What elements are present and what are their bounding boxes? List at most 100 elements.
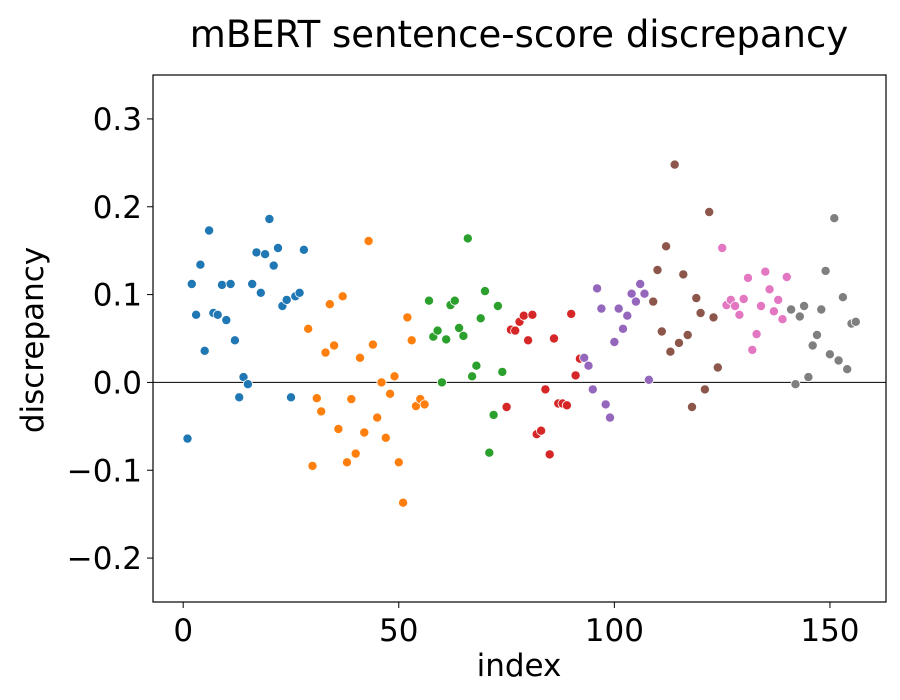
- data-point: [234, 392, 245, 403]
- data-point: [523, 335, 534, 346]
- data-point: [225, 278, 236, 289]
- data-point: [436, 377, 447, 388]
- x-tick-label: 50: [379, 613, 418, 649]
- data-point: [398, 497, 409, 508]
- data-point: [216, 279, 227, 290]
- data-point: [242, 379, 253, 390]
- data-point: [665, 346, 676, 357]
- data-points: [182, 159, 861, 508]
- data-point: [768, 306, 779, 317]
- data-point: [454, 322, 465, 333]
- data-point: [479, 286, 490, 297]
- data-point: [605, 412, 616, 423]
- data-point: [527, 309, 538, 320]
- data-point: [842, 364, 853, 375]
- data-point: [182, 433, 193, 444]
- data-point: [587, 384, 598, 395]
- data-point: [699, 384, 710, 395]
- data-point: [432, 325, 443, 336]
- data-point: [837, 292, 848, 303]
- data-point: [570, 370, 581, 381]
- x-tick-label: 100: [585, 613, 644, 649]
- data-point: [346, 394, 357, 405]
- data-point: [648, 296, 659, 307]
- data-point: [751, 329, 762, 340]
- data-point: [492, 300, 503, 311]
- data-point: [255, 287, 266, 298]
- data-point: [238, 372, 249, 383]
- data-point: [678, 269, 689, 280]
- data-point: [734, 309, 745, 320]
- data-point: [682, 329, 693, 340]
- data-point: [488, 409, 499, 420]
- axis-ticks: 0 50 100 150 −0.2 −0.1 0.0 0.1 0.2 0.3: [67, 102, 860, 649]
- y-tick-label: −0.1: [67, 453, 142, 489]
- data-point: [747, 344, 758, 355]
- data-point: [708, 312, 719, 323]
- data-point: [264, 213, 275, 224]
- data-point: [285, 392, 296, 403]
- data-point: [272, 242, 283, 253]
- data-point: [630, 296, 641, 307]
- data-point: [738, 293, 749, 304]
- data-point: [281, 294, 292, 305]
- data-point: [268, 260, 279, 271]
- data-point: [635, 278, 646, 289]
- data-point: [717, 242, 728, 253]
- data-point: [777, 314, 788, 325]
- data-point: [316, 406, 327, 417]
- data-point: [307, 460, 318, 471]
- data-point: [829, 213, 840, 224]
- data-point: [850, 316, 861, 327]
- data-point: [807, 340, 818, 351]
- data-point: [820, 265, 831, 276]
- data-point: [691, 293, 702, 304]
- data-point: [799, 300, 810, 311]
- data-point: [212, 309, 223, 320]
- data-point: [380, 432, 391, 443]
- data-point: [247, 278, 258, 289]
- data-point: [609, 336, 620, 347]
- data-point: [341, 457, 352, 468]
- data-point: [561, 400, 572, 411]
- data-point: [350, 448, 361, 459]
- data-point: [730, 300, 741, 311]
- data-point: [441, 334, 452, 345]
- data-point: [592, 283, 603, 294]
- data-point: [536, 425, 547, 436]
- data-point: [786, 304, 797, 315]
- y-tick-label: 0.3: [93, 102, 142, 138]
- data-point: [712, 362, 723, 373]
- data-point: [773, 294, 784, 305]
- data-point: [544, 449, 555, 460]
- data-point: [781, 271, 792, 282]
- data-point: [471, 360, 482, 371]
- data-point: [639, 288, 650, 299]
- data-point: [626, 288, 637, 299]
- data-point: [687, 401, 698, 412]
- data-point: [294, 287, 305, 298]
- data-point: [497, 366, 508, 377]
- data-point: [359, 427, 370, 438]
- data-point: [652, 264, 663, 275]
- data-point: [449, 295, 460, 306]
- data-point: [389, 371, 400, 382]
- data-point: [475, 313, 486, 324]
- data-point: [337, 291, 348, 302]
- data-point: [372, 412, 383, 423]
- y-tick-label: 0.2: [93, 190, 142, 226]
- x-axis-title: index: [477, 648, 562, 684]
- data-point: [803, 372, 814, 383]
- data-point: [462, 233, 473, 244]
- data-point: [423, 295, 434, 306]
- data-point: [669, 159, 680, 170]
- data-point: [195, 259, 206, 270]
- data-point: [419, 399, 430, 410]
- data-point: [661, 241, 672, 252]
- data-point: [812, 329, 823, 340]
- data-point: [794, 311, 805, 322]
- data-point: [760, 266, 771, 277]
- data-point: [816, 304, 827, 315]
- data-point: [393, 457, 404, 468]
